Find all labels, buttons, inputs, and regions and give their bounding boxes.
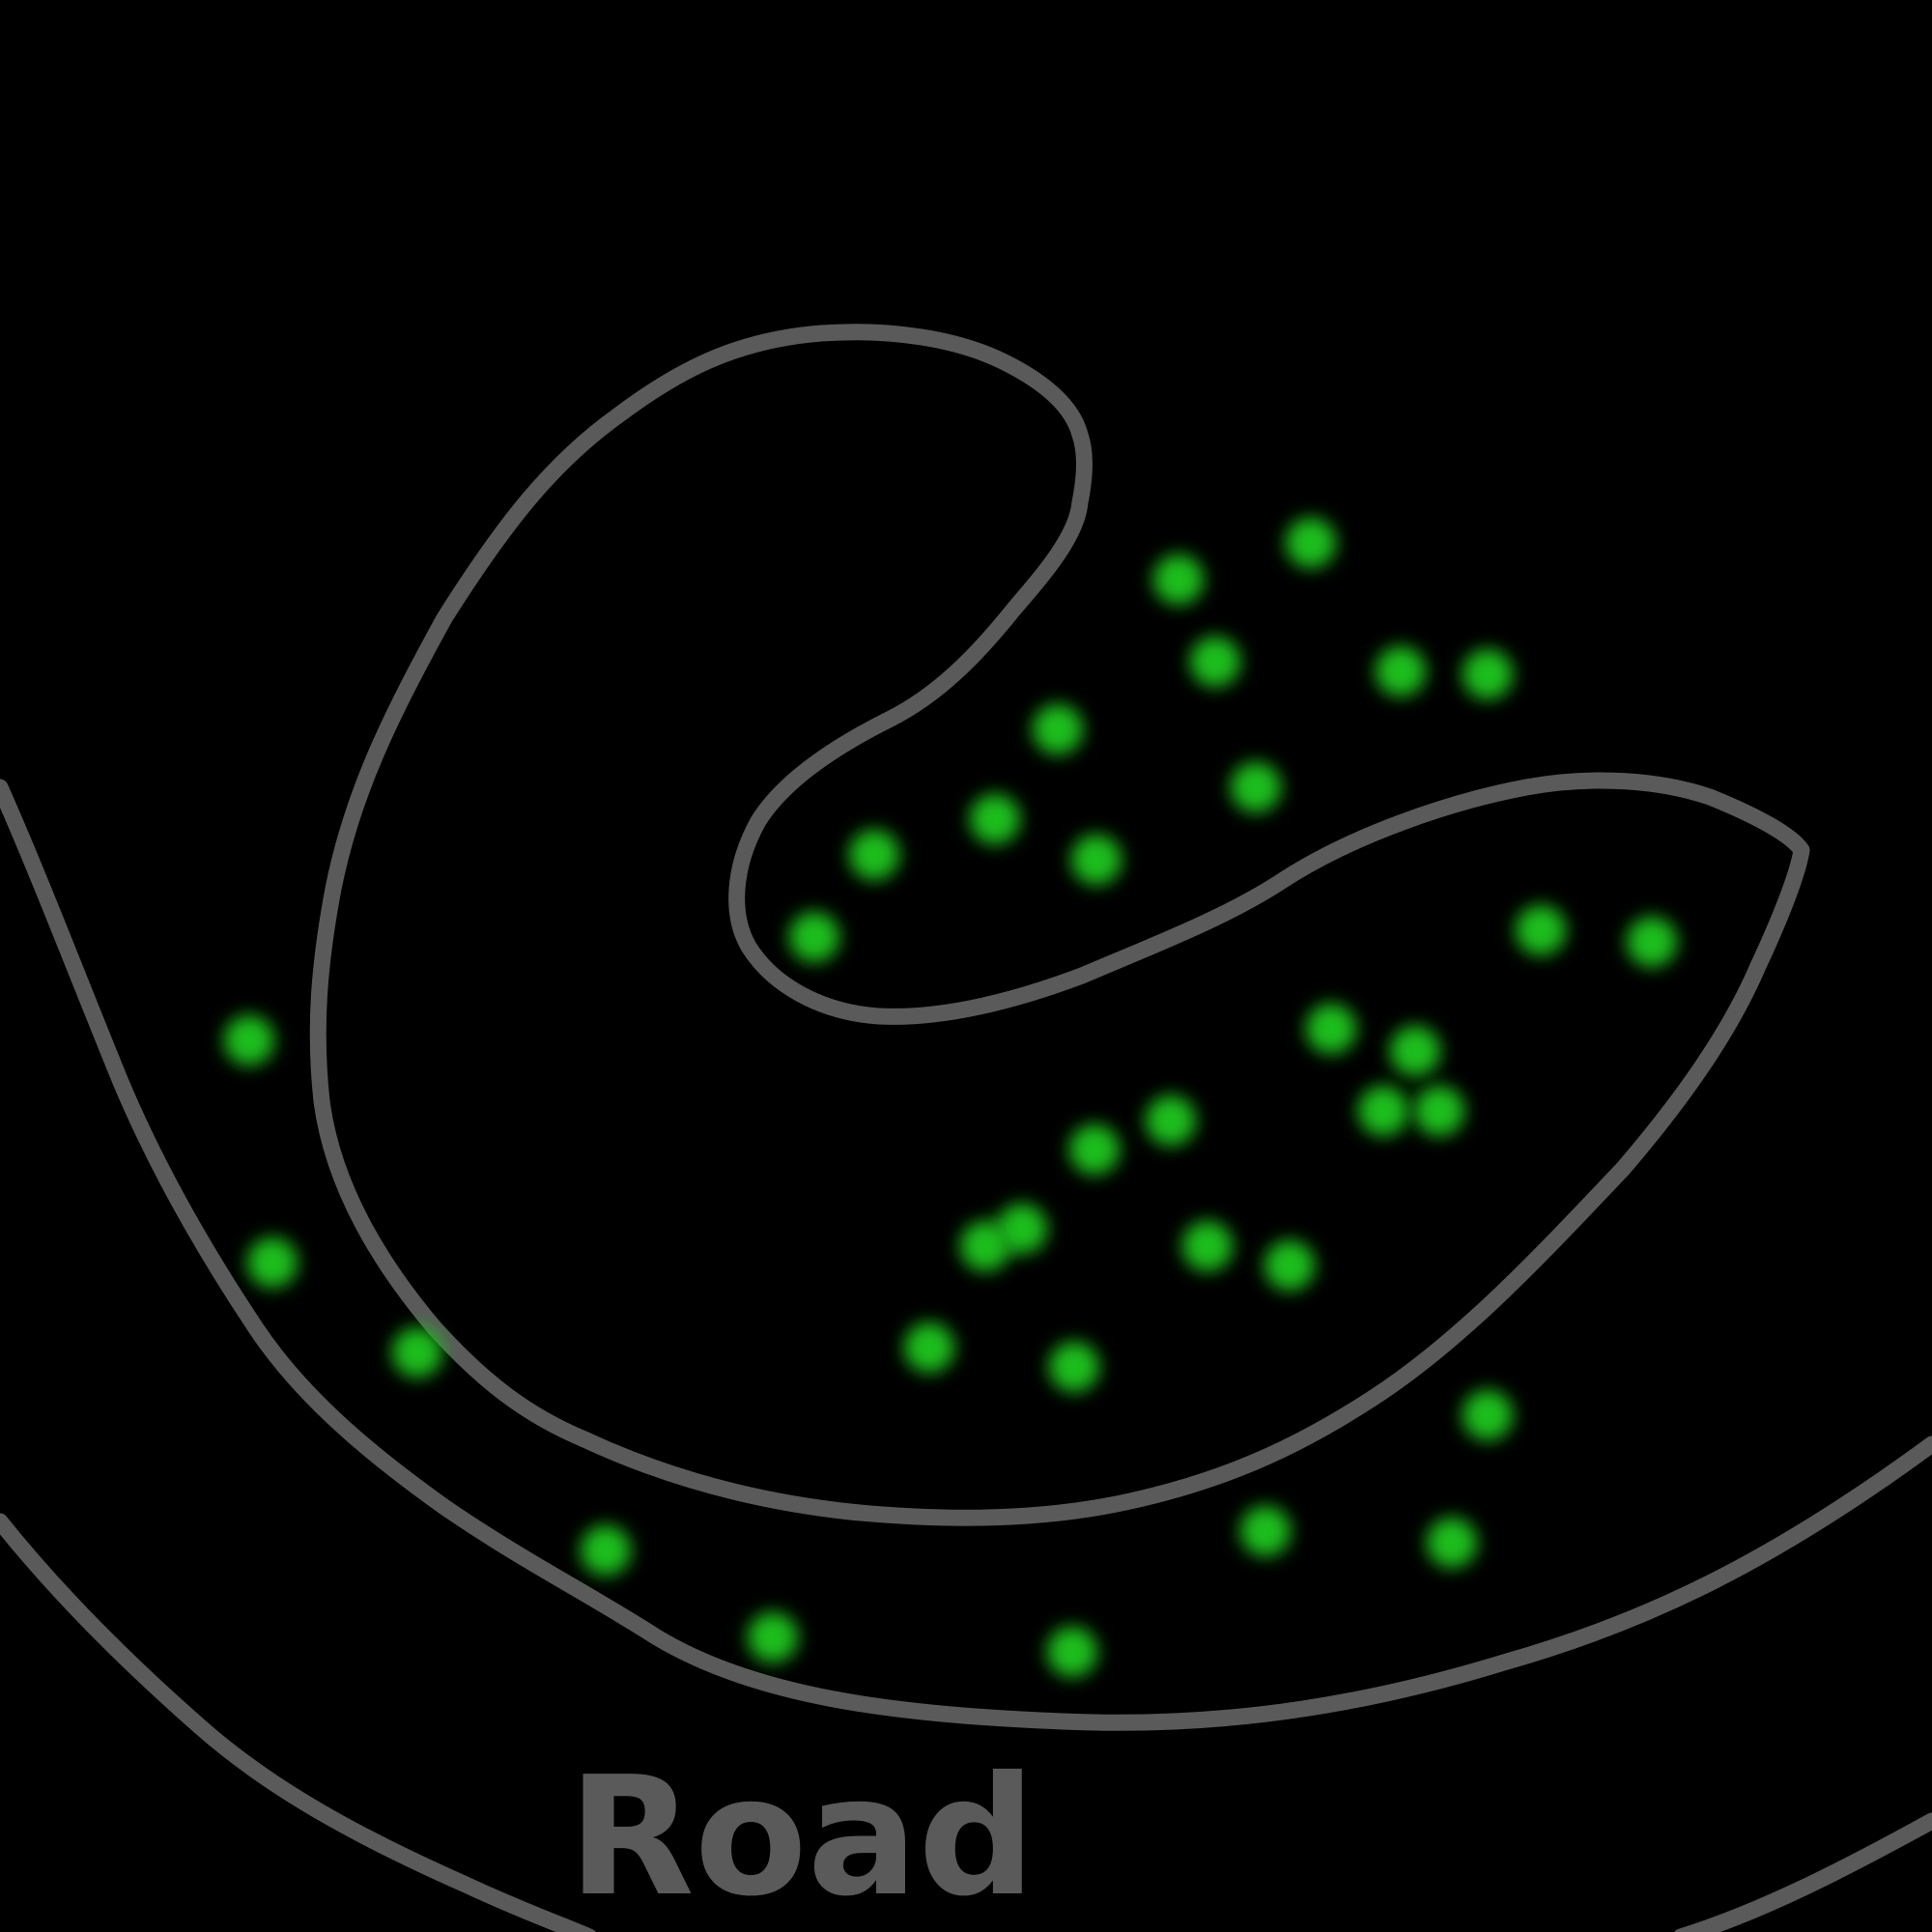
green-marker <box>1627 917 1677 967</box>
green-marker <box>224 1015 274 1065</box>
green-marker <box>581 1525 631 1576</box>
green-marker <box>1069 1124 1120 1175</box>
green-marker <box>1071 835 1122 885</box>
green-marker <box>904 1322 954 1373</box>
green-marker <box>1049 1342 1099 1392</box>
green-marker <box>1390 1026 1440 1076</box>
green-marker <box>748 1612 798 1662</box>
green-marker <box>1427 1518 1477 1568</box>
green-marker <box>970 794 1020 844</box>
road-lower-edge-right <box>1674 1812 1932 1932</box>
green-marker <box>392 1327 442 1378</box>
green-marker <box>1033 704 1083 754</box>
green-marker <box>1306 1004 1356 1054</box>
green-marker <box>1231 762 1281 812</box>
green-marker <box>1182 1221 1233 1271</box>
green-marker <box>247 1237 298 1288</box>
green-marker <box>1264 1240 1315 1291</box>
green-marker <box>1463 1390 1513 1440</box>
marker-layer <box>224 518 1677 1677</box>
green-marker <box>1286 518 1336 568</box>
green-marker <box>849 830 899 880</box>
green-marker <box>789 912 839 962</box>
green-marker <box>1153 554 1204 605</box>
green-marker <box>1516 905 1566 955</box>
green-marker <box>1146 1095 1196 1146</box>
green-marker <box>960 1221 1010 1271</box>
green-marker <box>1190 637 1240 687</box>
green-marker <box>1358 1086 1408 1136</box>
road-upper-edge <box>0 779 1932 1731</box>
green-marker <box>1376 646 1426 696</box>
green-marker <box>1047 1627 1097 1677</box>
green-marker <box>1463 649 1513 699</box>
green-marker <box>1240 1506 1291 1556</box>
c-region-outline <box>309 324 1810 1526</box>
green-marker <box>1414 1086 1464 1136</box>
road-label: Road <box>568 1742 1036 1932</box>
road-lower-edge <box>0 1513 596 1932</box>
